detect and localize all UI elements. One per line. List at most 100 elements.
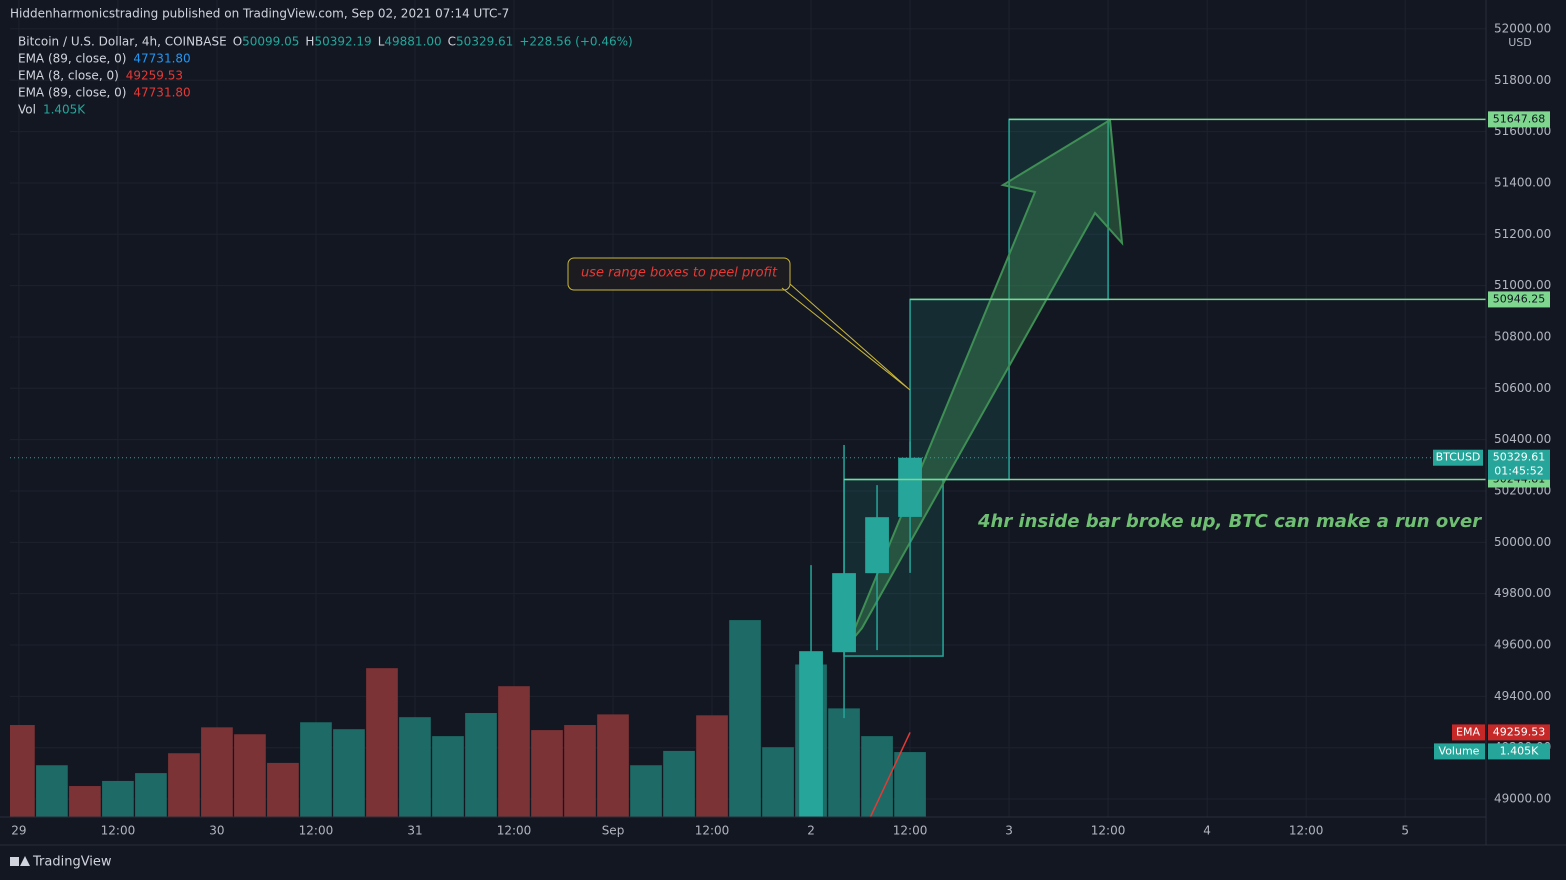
indicator-value: 49259.53 [126,69,183,83]
y-tick-label: 49400.00 [1494,689,1551,703]
price-label-bg [1488,449,1550,480]
indicator-value: 1.405K [43,103,86,117]
volume-bar [36,765,68,817]
range-box [1008,118,1109,301]
indicator-value: 47731.80 [133,86,190,100]
legend-value: 50329.61 [456,35,513,49]
annotation: 4hr inside bar broke up, BTC can make a … [977,511,1525,532]
ema-label: EMA [1456,725,1480,738]
x-tick-label: 12:00 [1289,824,1324,838]
volume-bar [333,729,365,817]
volume-bar [498,686,530,817]
volume-value-bg [1488,743,1550,760]
ema-label-bg [1452,724,1485,741]
legend: Bitcoin / U.S. Dollar, 4h, COINBASE O 5009… [18,35,633,117]
indicator-name: EMA (89, close, 0) [18,86,126,100]
candle-body [832,573,856,653]
legend-change: +228.56 (+0.46%) [519,35,632,49]
levels [10,118,1486,481]
y-tick-label: 49600.00 [1494,638,1551,652]
legend-key: O [233,35,242,49]
volume-bar [828,708,860,817]
x-tick-label: 2 [807,824,815,838]
volume-bar [432,736,464,817]
candle-body [898,457,922,517]
volume-bar [201,727,233,817]
candle-body [865,517,889,574]
volume-bar [696,715,728,817]
x-tick-label: 12:00 [695,824,730,838]
callout-box [567,257,791,291]
footer-logo [10,856,30,866]
volume-label: Volume [1439,744,1480,757]
volume-bar [762,747,794,817]
indicator-name: EMA (8, close, 0) [18,69,119,83]
volume-bar [729,620,761,817]
volume-bar [465,713,497,817]
y-tick-label: 51000.00 [1494,278,1551,292]
countdown: 01:45:52 [1494,465,1543,478]
legend-key: C [448,35,456,49]
x-tick-label: 4 [1203,824,1211,838]
ema-value-bg [1488,724,1550,741]
volume-bar [630,765,662,817]
level-label: 51647.68 [1493,112,1546,125]
y-tick-label: 49000.00 [1494,792,1551,806]
logo-part [20,856,30,866]
candle-body [799,651,823,817]
range-boxes [843,118,1109,657]
y-tick-label: 50400.00 [1494,432,1551,446]
volume-bar [366,668,398,817]
volume-bar [300,722,332,817]
x-tick-label: Sep [602,824,625,838]
volume-bar [861,736,893,817]
volume-bar [564,725,596,817]
x-tick-label: 12:00 [101,824,136,838]
legend-value: 49881.00 [384,35,441,49]
volume-bar [399,717,431,817]
price-label: 50329.61 [1493,451,1546,464]
legend-symbol: Bitcoin / U.S. Dollar, 4h, COINBASE [18,35,227,49]
x-tick-label: 5 [1401,824,1409,838]
legend-value: 50392.19 [314,35,371,49]
y-tick-label: 51600.00 [1494,124,1551,138]
indicator-value: 47731.80 [133,52,190,66]
candles [799,441,922,817]
volume-bar [531,730,563,817]
indicator-name: Vol [18,103,36,117]
y-tick-label: 51800.00 [1494,73,1551,87]
x-tick-label: 30 [209,824,224,838]
x-tick-label: 3 [1005,824,1013,838]
currency: USD [1508,36,1532,49]
x-tick-label: 31 [407,824,422,838]
volume-label-bg [1434,743,1485,760]
volume-value: 1.405K [1500,744,1539,757]
legend-value: 50099.05 [242,35,299,49]
y-tick-label: 50000.00 [1494,535,1551,549]
y-tick-label: 52000.00 [1494,21,1551,35]
volume-bar [69,786,101,817]
logo-part [10,857,19,866]
x-tick-label: 12:00 [893,824,928,838]
volume-bar [894,752,926,817]
y-tick-label: 50800.00 [1494,329,1551,343]
plot-area: use range boxes to peel profit 4hr insid… [10,118,1525,817]
volume-bar [663,750,695,817]
ema-value: 49259.53 [1493,725,1546,738]
publisher: Hiddenharmonicstrading published on Trad… [10,7,509,21]
level-label-bg [1488,291,1550,308]
indicator-name: EMA (89, close, 0) [18,52,126,66]
callout-text: use range boxes to peel profit [581,266,778,281]
range-box [843,478,944,657]
y-tick-label: 49800.00 [1494,586,1551,600]
volume-bar [267,762,299,817]
range-box [909,298,1010,481]
x-tick-label: 29 [11,824,26,838]
volume-bar [102,780,134,817]
volume-bar [135,773,167,817]
volume-pane [10,620,926,817]
callout-pointer [781,283,911,391]
volume-bar [10,725,35,817]
